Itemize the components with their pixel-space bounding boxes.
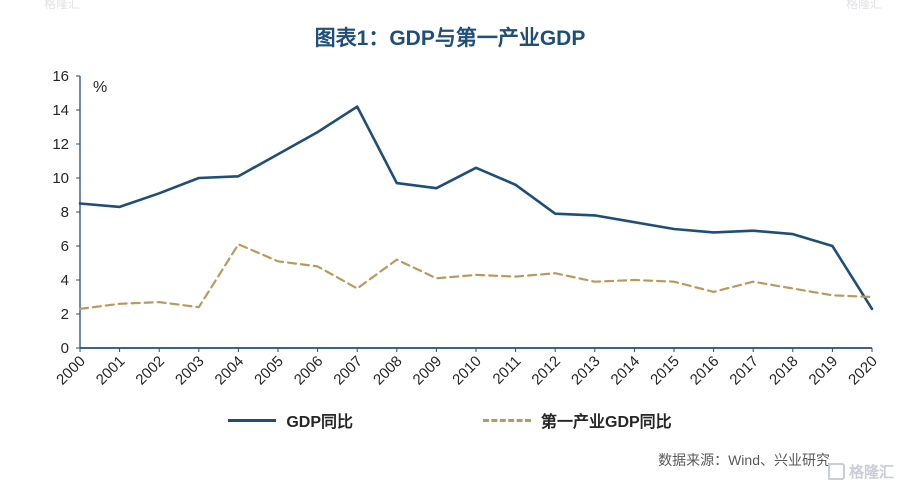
x-axis-tick-label: 2017 (726, 353, 762, 389)
x-axis-tick-label: 2001 (93, 353, 129, 389)
x-axis-tick-label: 2012 (528, 353, 564, 389)
chart-area: 0 2 4 6 8 10 12 14 16 2000 2001 2002 2003 2004 2005 200… (10, 62, 890, 404)
gelonghui-watermark-text: 格隆汇 (848, 464, 894, 481)
y-axis-tick-label: 6 (61, 238, 69, 255)
y-axis-tick-label: 14 (52, 102, 69, 119)
corner-watermark-right: 格隆汇 (845, 0, 882, 11)
y-axis-tick-label: 8 (61, 204, 69, 221)
gdp-line-swatch (228, 418, 277, 422)
y-axis-tick-label: 0 (61, 340, 69, 357)
y-axis-tick-label: 4 (61, 272, 69, 289)
corner-watermark-left: 格隆汇 (44, 0, 81, 11)
x-axis-tick-label: 2008 (370, 353, 406, 389)
x-axis-tick-label: 2011 (490, 353, 525, 388)
legend-item-gdp: GDP同比 (228, 408, 353, 432)
x-axis-tick-label: 2004 (212, 353, 248, 389)
legend-label-primary-industry: 第一产业GDP同比 (541, 414, 672, 431)
y-axis-tick-label: 10 (52, 170, 69, 187)
y-axis-tick-label: 12 (52, 136, 69, 153)
gelonghui-watermark: 格隆汇 (827, 461, 894, 482)
legend-label-gdp: GDP同比 (286, 414, 353, 431)
x-axis-tick-label: 2000 (53, 353, 89, 389)
x-axis-tick-label: 2002 (132, 353, 168, 389)
y-axis-tick-label: 2 (61, 306, 69, 323)
primary-industry-line (78, 243, 874, 310)
x-axis-tick-label: 2018 (766, 353, 802, 389)
x-axis-tick-label: 2015 (647, 353, 683, 389)
x-axis-tick-label: 2009 (410, 353, 446, 389)
x-axis-tick-label: 2010 (449, 353, 485, 389)
x-axis-tick-label: 2007 (330, 353, 366, 389)
gelonghui-logo-icon (827, 463, 845, 480)
gdp-line (78, 105, 874, 311)
x-axis-tick-label: 2014 (608, 353, 644, 389)
x-axis-tick-label: 2006 (291, 353, 327, 389)
source-note: 数据来源：Wind、兴业研究 (658, 452, 830, 468)
legend-item-primary-industry: 第一产业GDP同比 (483, 408, 672, 432)
x-axis-tick-label: 2016 (687, 353, 723, 389)
primary-industry-line-swatch (483, 418, 531, 422)
x-axis-tick-label: 2005 (251, 353, 287, 389)
x-axis-tick-label: 2003 (172, 353, 208, 389)
y-axis-tick-label: 16 (52, 68, 69, 85)
x-axis-tick-label: 2020 (845, 353, 881, 389)
x-axis-tick-label: 2019 (806, 353, 842, 389)
chart-legend: GDP同比 第一产业GDP同比 (0, 408, 900, 432)
x-axis-tick-label: 2013 (568, 353, 604, 389)
chart-title: 图表1：GDP与第一产业GDP (314, 27, 586, 50)
y-axis-unit-label: % (93, 79, 107, 96)
